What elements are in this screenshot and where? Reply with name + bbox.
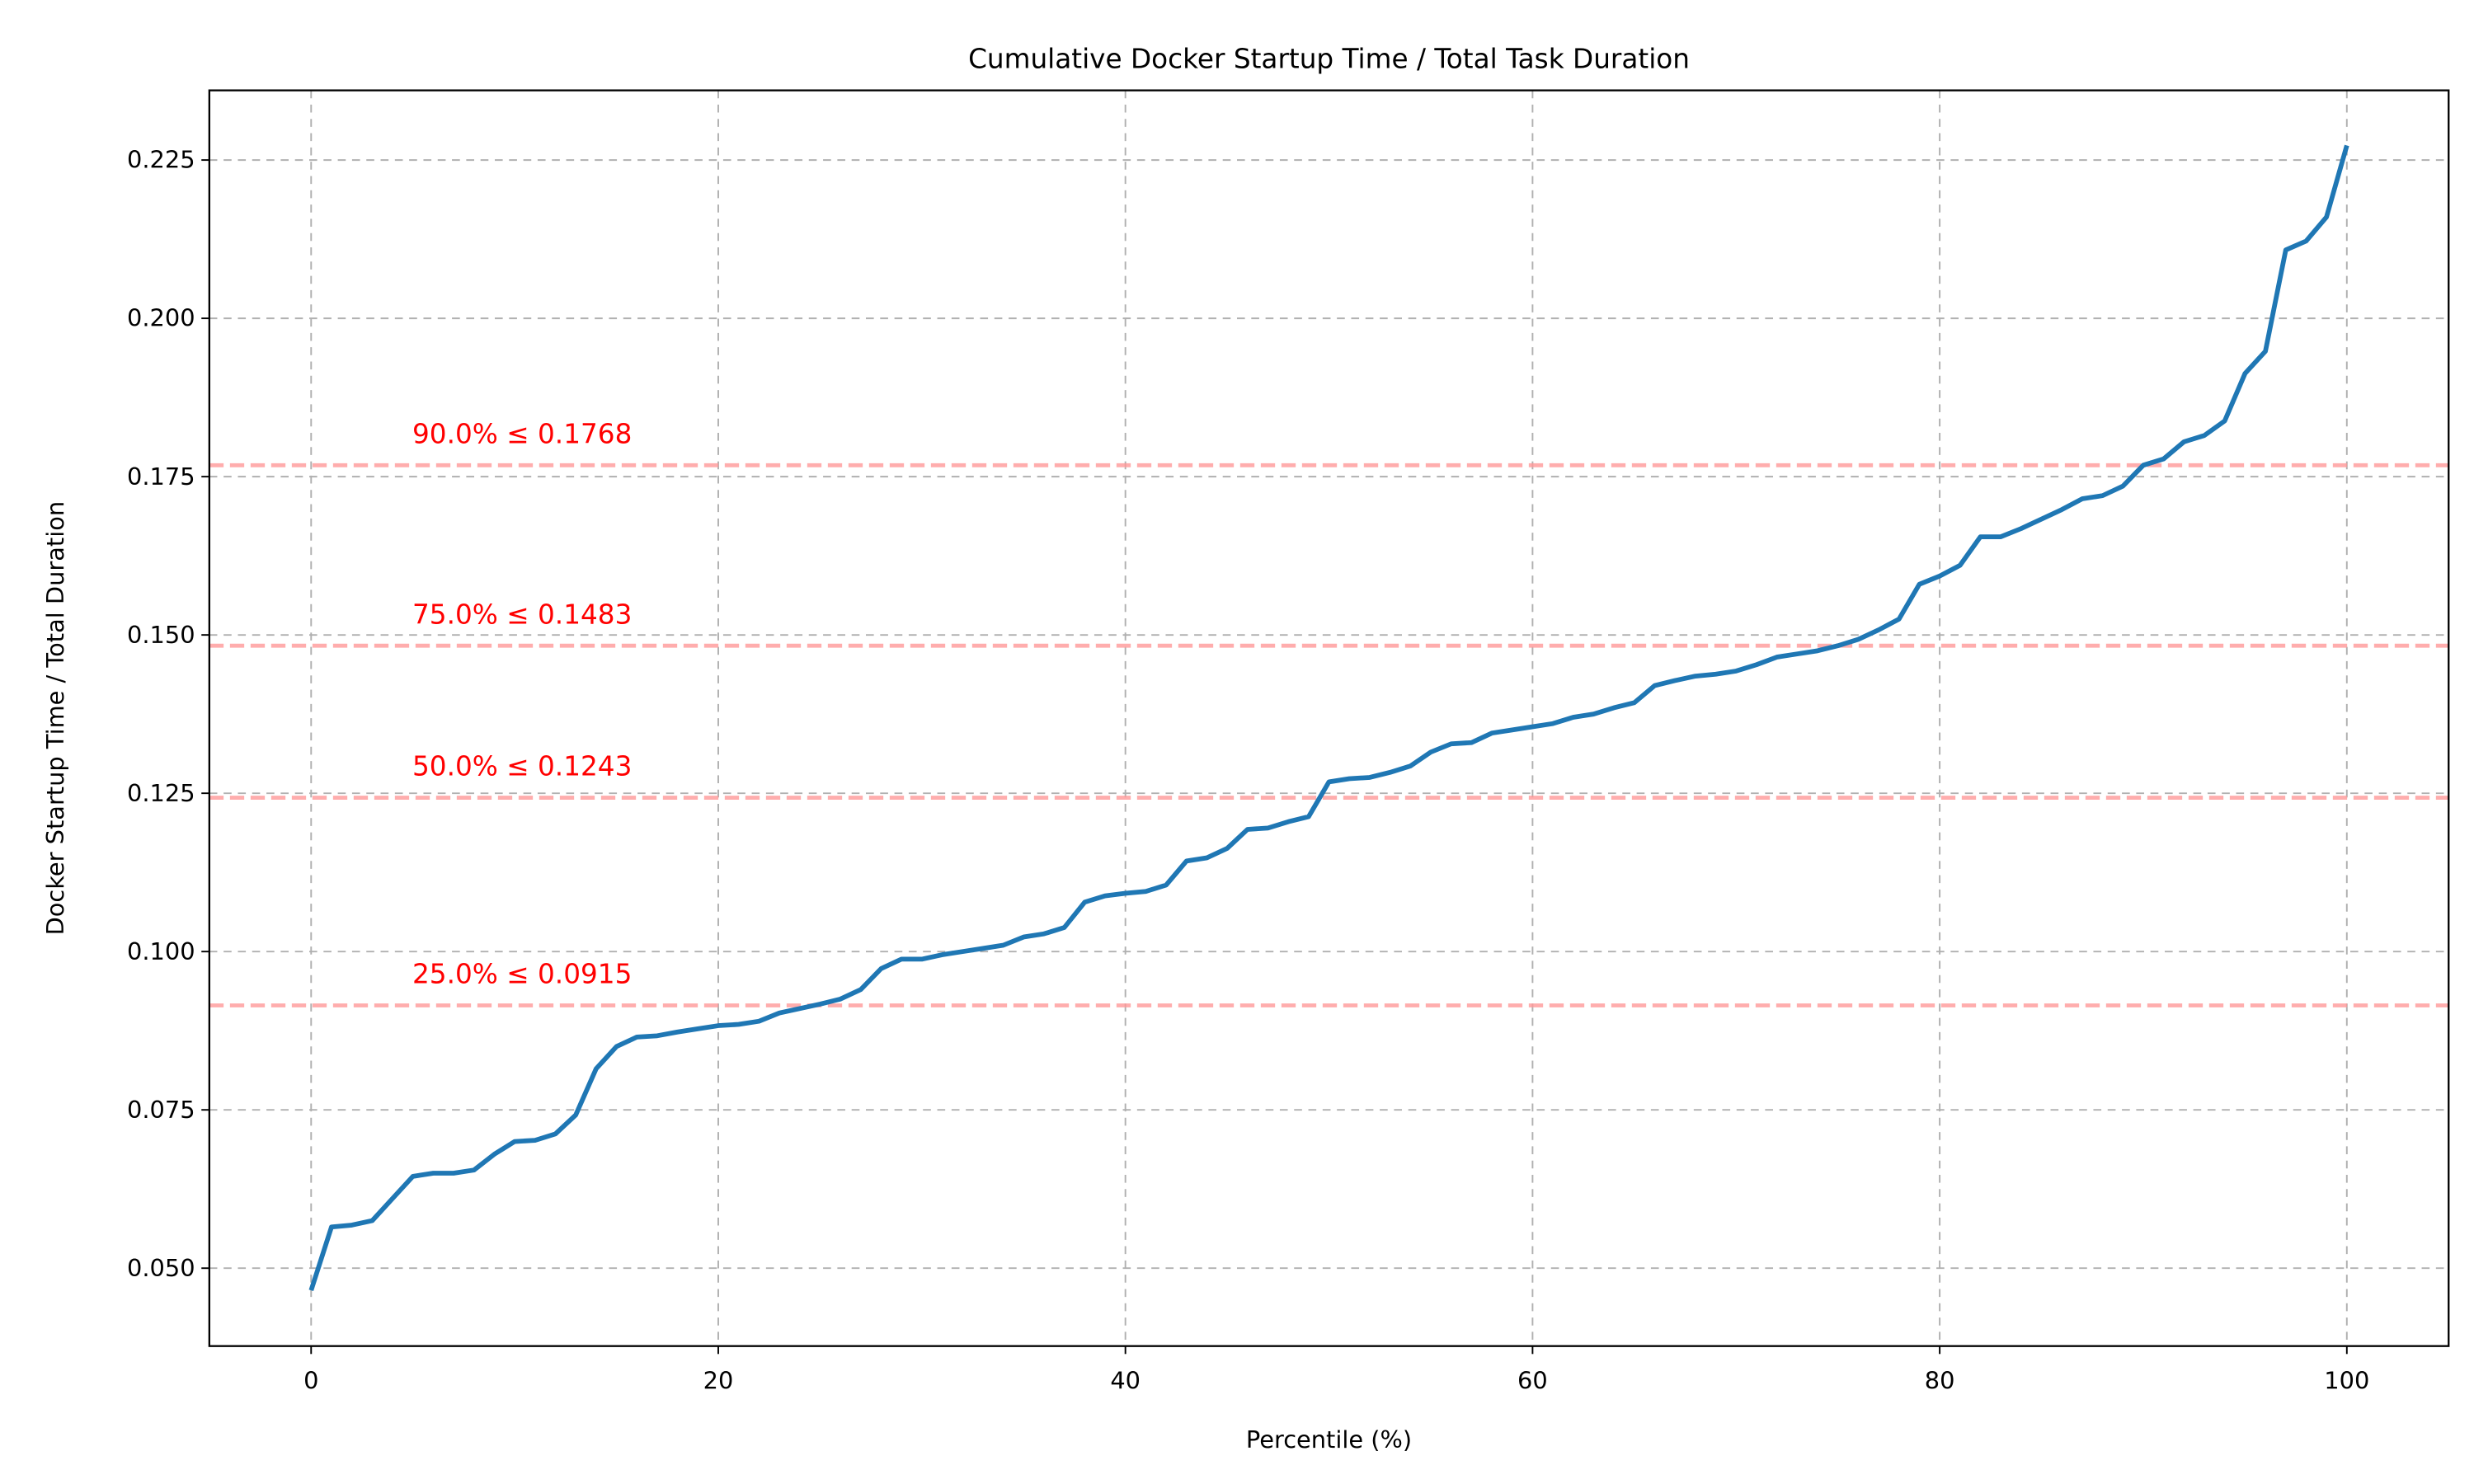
threshold-label: 75.0% ≤ 0.1483 bbox=[412, 599, 632, 630]
threshold-label: 25.0% ≤ 0.0915 bbox=[412, 959, 632, 990]
x-tick-label: 20 bbox=[703, 1367, 734, 1395]
x-tick-label: 60 bbox=[1517, 1367, 1548, 1395]
y-tick-label: 0.075 bbox=[127, 1096, 195, 1124]
x-tick-label: 100 bbox=[2324, 1367, 2369, 1395]
plot-frame bbox=[208, 89, 2450, 1347]
x-tick-label: 80 bbox=[1925, 1367, 1955, 1395]
y-tick-label: 0.225 bbox=[127, 146, 195, 174]
threshold-label: 90.0% ≤ 0.1768 bbox=[412, 418, 632, 449]
y-tick-label: 0.125 bbox=[127, 779, 195, 807]
y-tick-label: 0.150 bbox=[127, 621, 195, 649]
x-tick-label: 40 bbox=[1110, 1367, 1141, 1395]
x-axis-label: Percentile (%) bbox=[1246, 1425, 1412, 1453]
threshold-label: 50.0% ≤ 0.1243 bbox=[412, 751, 632, 782]
data-line bbox=[308, 144, 2349, 1291]
x-tick-label: 0 bbox=[303, 1367, 318, 1395]
y-tick-label: 0.050 bbox=[127, 1254, 195, 1282]
y-axis-label: Docker Startup Time / Total Duration bbox=[41, 501, 69, 936]
y-tick-label: 0.200 bbox=[127, 304, 195, 332]
y-tick-label: 0.100 bbox=[127, 937, 195, 965]
chart-title: Cumulative Docker Startup Time / Total T… bbox=[968, 44, 1690, 75]
y-tick-label: 0.175 bbox=[127, 463, 195, 491]
